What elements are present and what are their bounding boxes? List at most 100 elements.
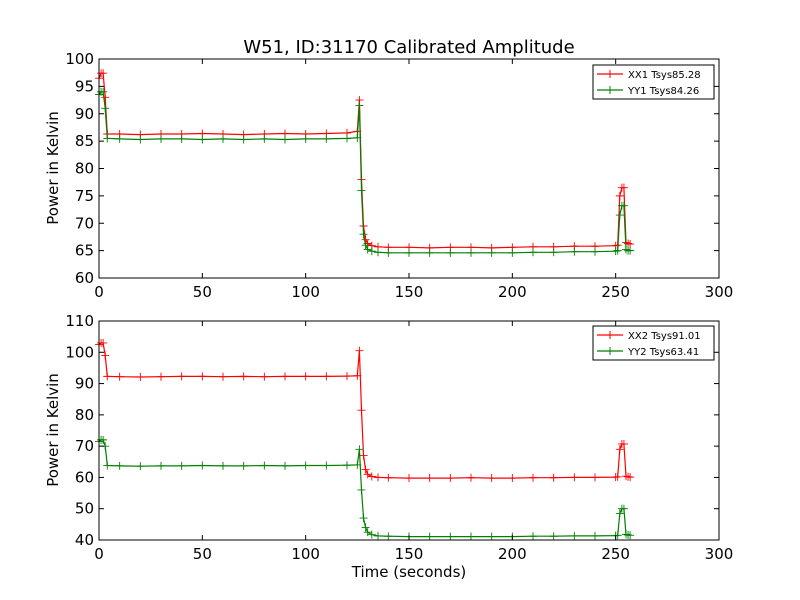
data-point xyxy=(467,532,475,541)
x-tick-label: 0 xyxy=(94,283,104,301)
data-point xyxy=(613,472,622,481)
x-tick-label: 300 xyxy=(705,283,734,301)
data-point xyxy=(357,186,366,195)
bottom-x-axis-label: Time (seconds) xyxy=(351,563,467,581)
data-point xyxy=(367,530,376,539)
data-point xyxy=(591,247,599,256)
data-point xyxy=(622,530,630,539)
data-point xyxy=(359,451,368,460)
data-point xyxy=(613,246,622,255)
data-point xyxy=(619,439,628,448)
series-top-0 xyxy=(95,69,635,252)
data-point xyxy=(467,248,475,257)
data-point xyxy=(446,474,455,483)
series-bottom-0 xyxy=(95,338,635,483)
data-point xyxy=(529,532,537,541)
x-tick-label: 0 xyxy=(94,545,104,563)
data-point xyxy=(570,531,579,540)
data-point xyxy=(198,135,207,144)
legend-marker-xx2 xyxy=(606,331,614,339)
data-point xyxy=(467,473,475,482)
data-point xyxy=(322,372,331,381)
data-point xyxy=(405,248,413,257)
data-point xyxy=(615,191,624,200)
data-point xyxy=(613,531,622,540)
bottom-plot: Power in Kelvin Time (seconds) 0 50 100 150… xyxy=(44,312,733,581)
data-point xyxy=(615,445,624,454)
legend-label-yy1: YY1 Tsys84.26 xyxy=(627,86,699,97)
data-point xyxy=(384,248,393,257)
data-point xyxy=(99,338,108,347)
y-tick-label: 40 xyxy=(75,531,94,549)
data-point xyxy=(239,135,248,144)
data-point xyxy=(626,246,635,255)
data-point xyxy=(361,465,370,474)
legend-marker-yy1 xyxy=(606,86,614,94)
y-tick-label: 65 xyxy=(75,242,94,260)
legend-label-xx1: XX1 Tsys85.28 xyxy=(628,70,701,81)
top-legend-box xyxy=(592,64,715,100)
y-tick-label: 90 xyxy=(75,105,94,123)
legend-label-xx2: XX2 Tsys91.01 xyxy=(628,331,701,342)
data-point xyxy=(549,248,558,257)
y-tick-label: 80 xyxy=(75,160,94,178)
data-point xyxy=(359,230,368,239)
y-tick-label: 110 xyxy=(65,312,94,330)
data-point xyxy=(384,473,393,482)
data-point xyxy=(626,531,635,540)
data-point xyxy=(101,93,110,102)
top-legend: XX1 Tsys85.28 YY1 Tsys84.26 xyxy=(592,64,715,100)
bottom-legend-box xyxy=(592,325,715,361)
data-point xyxy=(622,472,630,481)
data-point xyxy=(549,532,558,541)
data-point xyxy=(99,435,108,444)
y-tick-label: 100 xyxy=(65,343,94,361)
x-tick-label: 150 xyxy=(395,283,424,301)
data-point xyxy=(260,134,269,143)
data-point xyxy=(136,135,145,144)
data-point xyxy=(136,373,145,382)
series-bottom-1 xyxy=(95,435,635,541)
data-point xyxy=(301,461,310,470)
data-point xyxy=(343,461,351,470)
top-plot: W51, ID:31170 Calibrated Amplitude Power… xyxy=(44,37,733,301)
data-point xyxy=(99,69,108,78)
x-tick-label: 200 xyxy=(498,283,527,301)
data-point xyxy=(487,532,496,541)
data-point xyxy=(239,461,248,470)
data-point xyxy=(219,461,227,470)
data-point xyxy=(615,211,624,220)
y-tick-label: 80 xyxy=(75,406,94,424)
data-point xyxy=(367,247,376,256)
data-point xyxy=(177,372,186,381)
data-point xyxy=(219,134,227,143)
data-point xyxy=(622,245,630,254)
data-point xyxy=(611,247,620,256)
data-point xyxy=(355,346,364,355)
data-point xyxy=(529,248,537,257)
data-point xyxy=(446,248,455,257)
data-point xyxy=(260,372,269,381)
y-tick-label: 60 xyxy=(75,468,94,486)
x-tick-label: 100 xyxy=(291,545,320,563)
y-tick-label: 100 xyxy=(65,50,94,68)
chart-title: W51, ID:31170 Calibrated Amplitude xyxy=(243,37,574,58)
legend-marker-yy2 xyxy=(606,347,614,355)
data-point xyxy=(103,134,112,143)
data-point xyxy=(405,474,413,483)
data-point xyxy=(357,485,366,494)
data-point xyxy=(355,445,364,454)
data-point xyxy=(103,461,112,470)
data-point xyxy=(99,87,108,96)
data-point xyxy=(157,461,165,470)
data-point xyxy=(361,523,370,532)
data-point xyxy=(353,371,362,380)
x-tick-label: 250 xyxy=(601,545,630,563)
top-series-layer xyxy=(95,69,635,257)
data-point xyxy=(374,248,382,257)
data-point xyxy=(374,473,382,482)
data-point xyxy=(301,134,310,143)
data-point xyxy=(615,509,624,518)
